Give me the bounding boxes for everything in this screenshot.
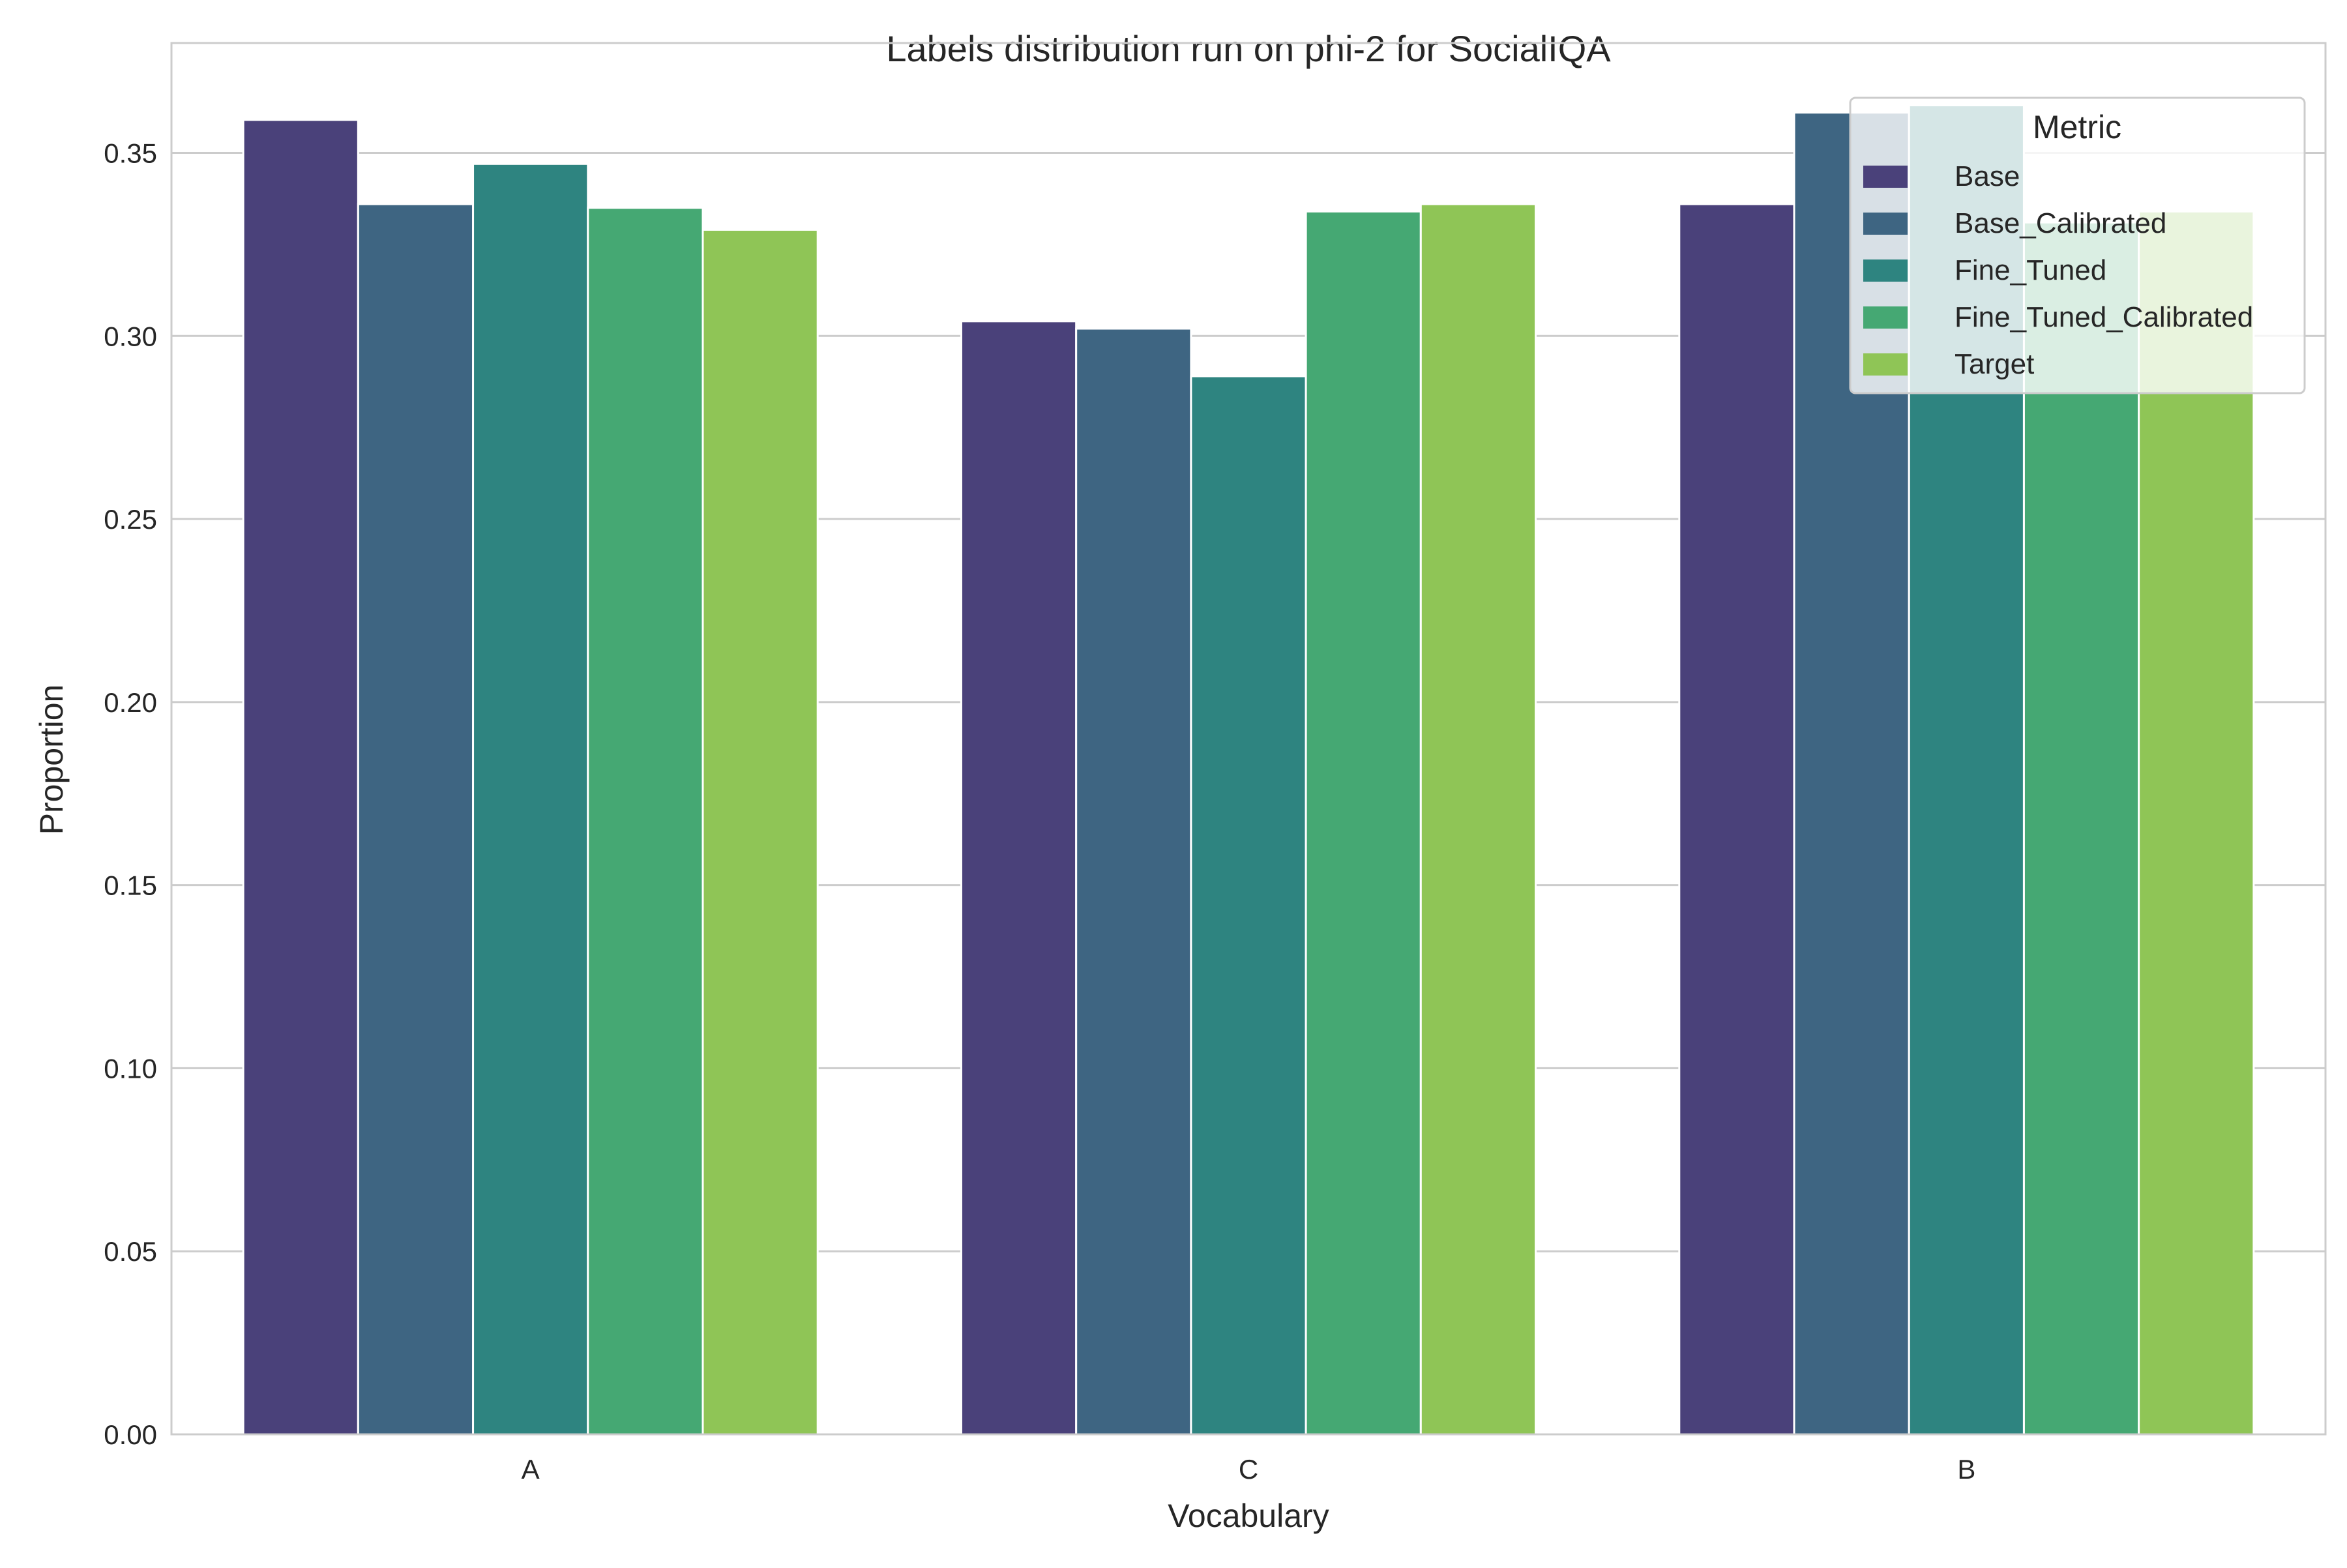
legend-label: Fine_Tuned: [1955, 254, 2106, 286]
bar-fine-tuned-calibrated-b: [2022, 221, 2140, 1436]
x-tick-label: A: [522, 1454, 540, 1485]
bar-base-calibrated-a: [357, 203, 475, 1436]
x-axis-label: Vocabulary: [1168, 1498, 1329, 1534]
y-tick-label: 0.10: [104, 1053, 157, 1084]
plot-frame: [170, 42, 2327, 1436]
bar-base-a: [242, 119, 359, 1436]
legend-title: Metric: [2033, 109, 2121, 145]
legend-swatch: [1863, 353, 1908, 376]
legend-label: Base: [1955, 160, 2020, 192]
bar-fine-tuned-calibrated-c: [1305, 210, 1422, 1436]
legend-box: [1849, 96, 2306, 394]
legend-items: Base Base_Calibrated Fine_Tuned Fine_Tuned_…: [1863, 160, 2253, 380]
y-tick-labels: 0.00 0.05 0.10 0.15 0.20 0.25 0.30 0.35: [104, 138, 157, 1450]
bar-target-c: [1419, 203, 1537, 1436]
legend-label: Base_Calibrated: [1955, 207, 2166, 239]
legend: Metric Base Base_Calibrated Fine_Tuned Fine…: [1849, 96, 2306, 394]
y-tick-label: 0.05: [104, 1236, 157, 1267]
y-tick-label: 0.15: [104, 870, 157, 901]
bar-base-b: [1678, 203, 1795, 1436]
y-tick-label: 0.00: [104, 1419, 157, 1450]
x-tick-label: B: [1957, 1454, 1975, 1485]
legend-swatch: [1863, 166, 1908, 188]
y-tick-label: 0.25: [104, 504, 157, 535]
bar-base-c: [960, 320, 1078, 1436]
y-tick-label: 0.20: [104, 687, 157, 718]
legend-swatch: [1863, 306, 1908, 329]
bar-target-b: [2138, 210, 2255, 1436]
legend-label: Fine_Tuned_Calibrated: [1955, 301, 2253, 333]
bar-fine-tuned-a: [472, 162, 589, 1436]
bar-fine-tuned-calibrated-a: [587, 207, 704, 1436]
legend-swatch: [1863, 259, 1908, 282]
y-axis-label: Proportion: [33, 685, 70, 835]
chart-title: Labels distribution run on phi-2 for Soc…: [886, 28, 1611, 69]
legend-swatch: [1863, 213, 1908, 235]
y-tick-label: 0.35: [104, 138, 157, 168]
bar-target-a: [701, 228, 819, 1436]
x-tick-label: C: [1239, 1454, 1258, 1485]
bar-fine-tuned-c: [1190, 375, 1307, 1436]
legend-label: Target: [1955, 348, 2034, 380]
y-tick-label: 0.30: [104, 321, 157, 351]
bar-base-calibrated-c: [1075, 327, 1192, 1436]
